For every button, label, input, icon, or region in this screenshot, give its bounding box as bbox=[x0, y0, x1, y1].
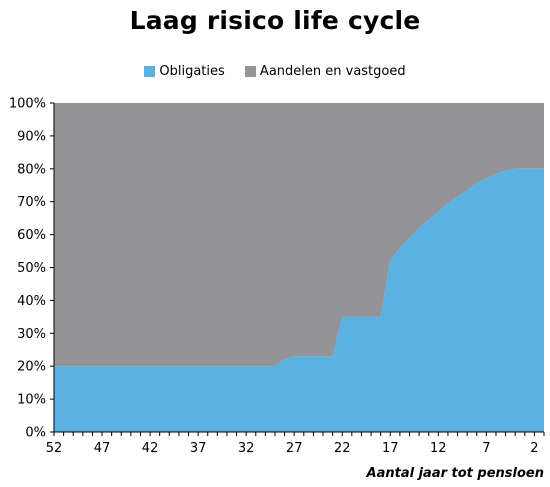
y-tick-label: 80% bbox=[17, 162, 46, 177]
x-tick-label: 12 bbox=[430, 441, 447, 456]
area-aandelen-en-vastgoed bbox=[54, 103, 544, 367]
legend: Obligaties Aandelen en vastgoed bbox=[0, 64, 550, 81]
x-tick-label: 2 bbox=[530, 441, 538, 456]
x-tick-label: 32 bbox=[238, 441, 255, 456]
x-tick-label: 47 bbox=[94, 441, 111, 456]
y-tick-label: 10% bbox=[17, 393, 46, 408]
legend-swatch-aandelen bbox=[244, 66, 256, 77]
x-tick-label: 7 bbox=[482, 441, 490, 456]
chart-title: Laag risico life cycle bbox=[129, 6, 421, 35]
x-axis-label: Aantal jaar tot pensloen bbox=[366, 466, 544, 481]
x-tick-label: 17 bbox=[382, 441, 399, 456]
x-tick-label: 37 bbox=[190, 441, 207, 456]
y-tick-label: 60% bbox=[17, 228, 46, 243]
y-tick-label: 70% bbox=[17, 195, 46, 210]
y-tick-label: 30% bbox=[17, 327, 46, 342]
legend-swatch-obligaties bbox=[144, 66, 156, 77]
y-tick-label: 40% bbox=[17, 294, 46, 309]
y-tick-label: 20% bbox=[17, 360, 46, 375]
y-tick-label: 0% bbox=[25, 426, 46, 441]
legend-item-aandelen: Aandelen en vastgoed bbox=[244, 64, 406, 79]
legend-label-obligaties: Obligaties bbox=[159, 64, 225, 79]
x-tick-label: 42 bbox=[142, 441, 159, 456]
legend-item-obligaties: Obligaties bbox=[144, 64, 225, 79]
legend-label-aandelen: Aandelen en vastgoed bbox=[259, 64, 406, 79]
x-tick-label: 22 bbox=[334, 441, 351, 456]
x-tick-label: 52 bbox=[46, 441, 63, 456]
y-tick-label: 100% bbox=[9, 97, 46, 112]
y-tick-label: 90% bbox=[17, 129, 46, 144]
y-tick-label: 50% bbox=[17, 261, 46, 276]
x-tick-label: 27 bbox=[286, 441, 303, 456]
